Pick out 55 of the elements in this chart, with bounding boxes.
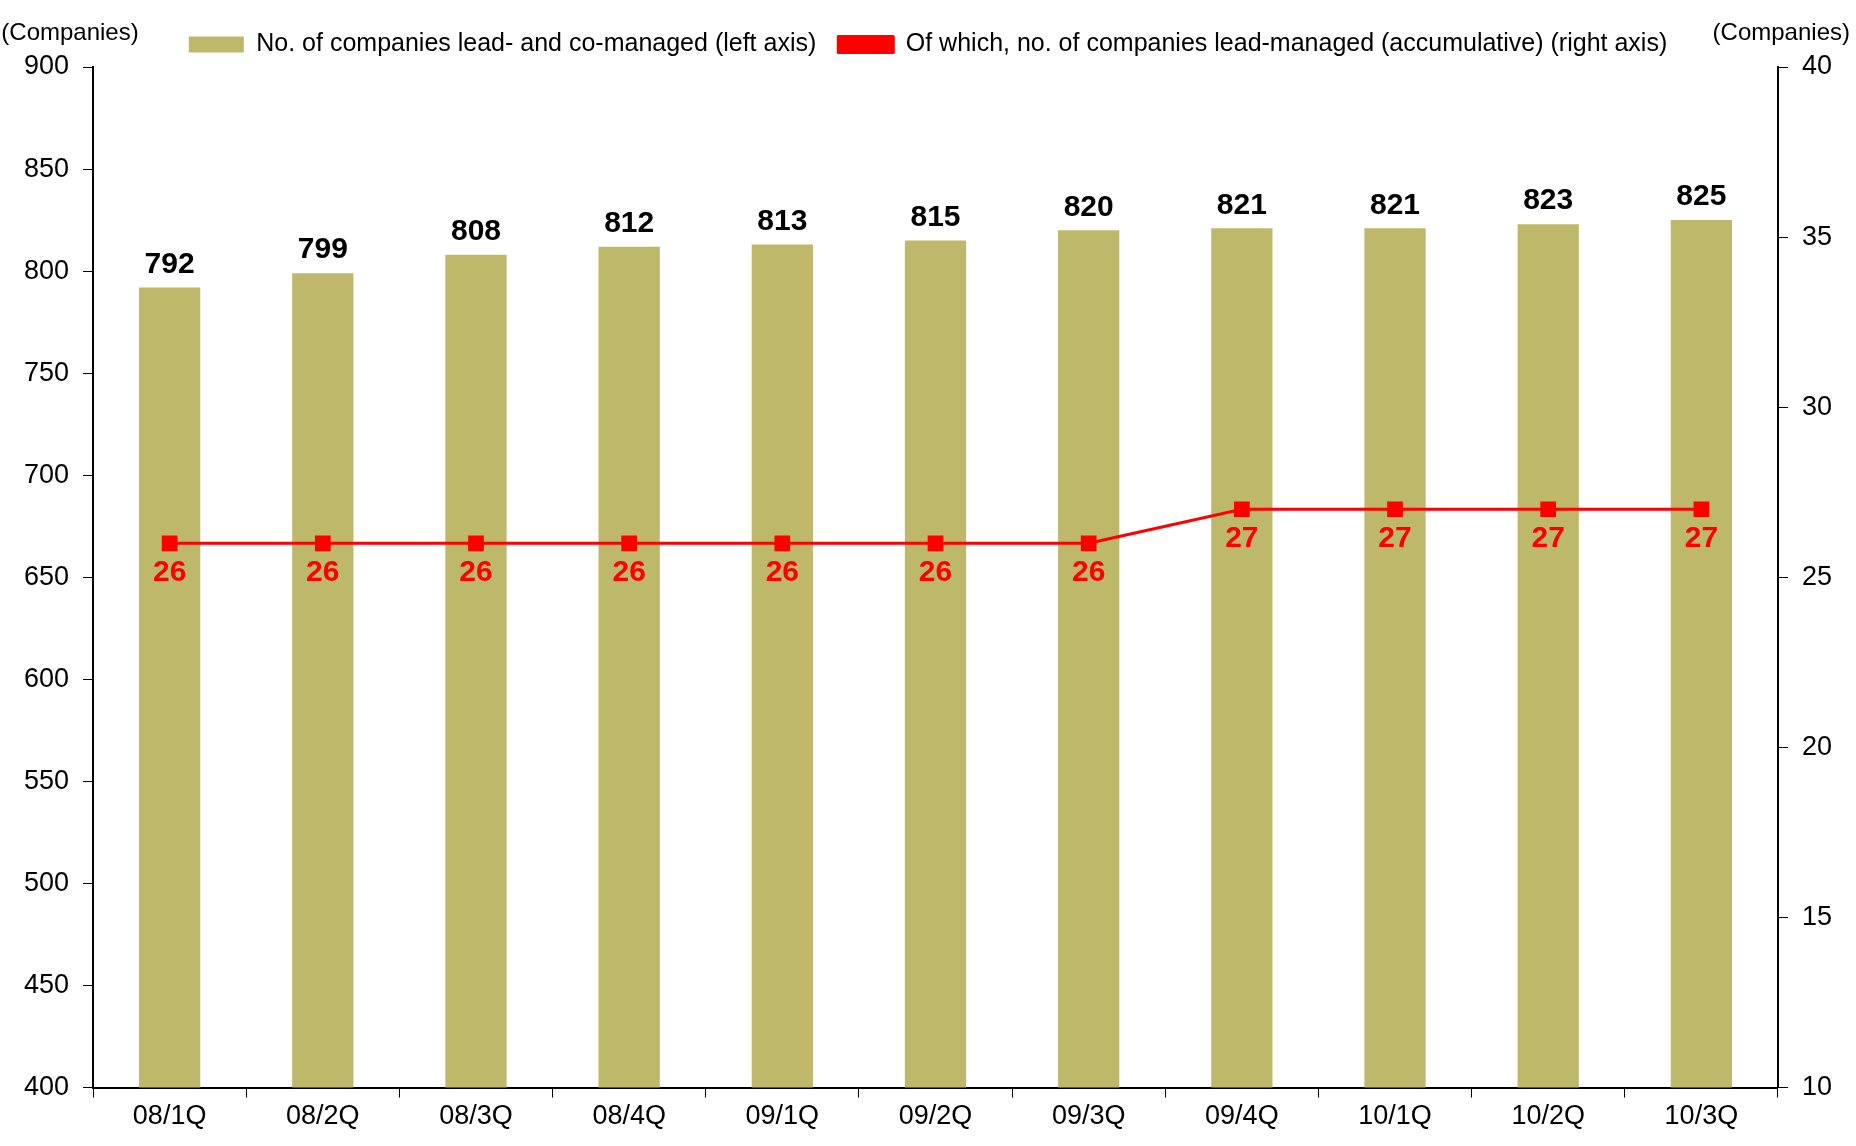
data-label: 812: [604, 204, 655, 238]
legend-label: Of which, no. of companies lead-managed (accumulative) (right axis): [905, 28, 1668, 57]
y-tick-label: 750: [23, 356, 70, 387]
data-label: 27: [1531, 519, 1565, 553]
y-axis-title: (Companies): [1, 17, 139, 45]
x-tick-label: 10/3Q: [1664, 1100, 1739, 1131]
x-tick-label: 08/3Q: [439, 1100, 513, 1131]
data-label: 26: [306, 553, 340, 587]
data-label: 799: [297, 231, 348, 265]
data-label: 821: [1216, 186, 1267, 220]
x-tick-label: 08/4Q: [592, 1100, 666, 1131]
y-tick-label: 700: [23, 458, 70, 489]
data-label: 26: [1071, 553, 1106, 587]
data-label: 27: [1684, 519, 1719, 553]
data-label: 815: [910, 198, 961, 232]
data-label: 27: [1225, 519, 1259, 553]
x-tick-label: 08/1Q: [132, 1100, 207, 1131]
x-tick-label: 10/1Q: [1358, 1100, 1432, 1131]
x-tick-label: 10/2Q: [1511, 1100, 1585, 1131]
data-label: 823: [1523, 182, 1574, 216]
data-label: 26: [612, 553, 646, 587]
x-tick-label: 09/3Q: [1051, 1100, 1126, 1131]
x-tick-label: 09/2Q: [898, 1100, 973, 1131]
data-label: 820: [1063, 188, 1114, 222]
x-tick-label: 09/1Q: [745, 1100, 820, 1131]
data-label: 808: [450, 213, 502, 247]
y2-tick-label: 20: [1801, 730, 1833, 761]
y2-tick-label: 25: [1801, 560, 1833, 591]
y-tick-label: 400: [23, 1071, 70, 1102]
y2-axis-title: (Companies): [1712, 17, 1850, 45]
y-tick-label: 550: [23, 764, 70, 795]
y2-tick-label: 15: [1801, 900, 1833, 931]
data-label: 26: [765, 553, 800, 587]
y2-tick-label: 30: [1801, 390, 1833, 421]
y-tick-label: 600: [23, 662, 70, 693]
data-label: 813: [757, 202, 808, 236]
y-tick-label: 650: [23, 560, 70, 591]
y-tick-label: 500: [23, 866, 70, 897]
y-tick-label: 900: [23, 50, 70, 81]
x-tick-label: 08/2Q: [286, 1100, 360, 1131]
y2-tick-label: 40: [1801, 50, 1833, 81]
data-label: 792: [144, 245, 195, 279]
y-tick-label: 800: [23, 254, 70, 285]
data-label: 825: [1676, 178, 1727, 212]
data-label: 26: [152, 553, 187, 587]
data-label: 26: [459, 553, 493, 587]
data-label: 821: [1370, 186, 1421, 220]
legend-label: No. of companies lead- and co-managed (left axis): [256, 28, 817, 57]
y2-tick-label: 35: [1801, 220, 1833, 251]
y-tick-label: 850: [23, 152, 70, 183]
y-tick-label: 450: [23, 968, 70, 999]
x-tick-label: 09/4Q: [1205, 1100, 1279, 1131]
data-label: 27: [1378, 519, 1412, 553]
y2-tick-label: 10: [1801, 1071, 1833, 1102]
data-label: 26: [918, 553, 953, 587]
